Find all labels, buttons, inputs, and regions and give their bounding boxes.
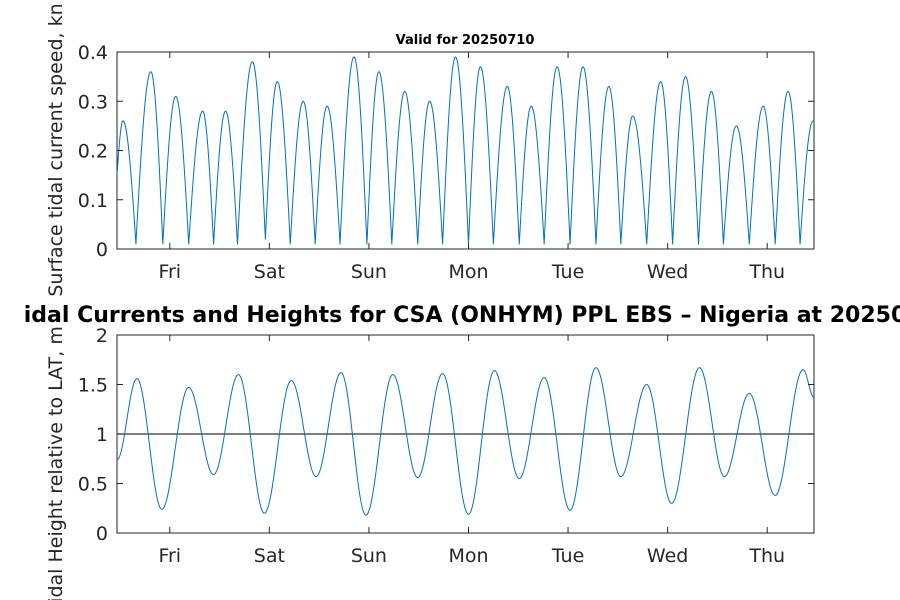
current-speed-y-tick-label: 0.1: [78, 190, 108, 212]
current-speed-x-tick-label: Sun: [351, 261, 387, 283]
tidal-height-x-tick-label: Tue: [551, 545, 584, 567]
tidal-height-x-tick-label: Sat: [254, 545, 285, 567]
tidal-height-series-layer: [116, 367, 815, 516]
current-speed-series-line: [116, 56, 815, 245]
current-speed-y-tick-label: 0.4: [78, 42, 108, 64]
current-speed-x-tick-label: Wed: [647, 261, 688, 283]
tidal-height-y-tick-label: 1.5: [78, 375, 108, 397]
current-speed-x-tick-label: Mon: [448, 261, 488, 283]
tidal-height-y-tick-label: 1: [96, 424, 108, 446]
current-speed-y-tick-label: 0.3: [78, 91, 108, 113]
tidal-height-series-line: [116, 367, 815, 516]
current-speed-y-tick-label: 0.2: [78, 141, 108, 163]
main-chart-title: idal Currents and Heights for CSA (ONHYM…: [24, 303, 900, 328]
current-speed-series-layer: [116, 56, 815, 245]
tidal-height-panel: 0 0.5 1 1.5 2 Fri Sat Sun Mon Tue Wed Thu Tidal Hei…: [45, 325, 815, 600]
current-speed-y-axis-label: Surface tidal current speed, kn: [45, 3, 67, 296]
tidal-height-axis-layer: 0 0.5 1 1.5 2 Fri Sat Sun Mon Tue Wed Thu: [78, 325, 814, 567]
tidal-height-y-axis-label: Tidal Height relative to LAT, m: [45, 326, 67, 600]
tidal-height-x-tick-label: Thu: [748, 545, 785, 567]
tidal-height-x-tick-label: Fri: [158, 545, 181, 567]
tidal-height-x-tick-label: Sun: [351, 545, 387, 567]
tidal-height-y-tick-label: 0: [96, 523, 108, 545]
current-speed-panel: 0 0.1 0.2 0.3 0.4 Fri Sat Sun Mon Tue Wed Thu Valid…: [45, 3, 815, 297]
tidal-height-x-tick-label: Mon: [448, 545, 488, 567]
current-speed-x-tick-label: Tue: [551, 261, 584, 283]
current-speed-x-tick-label: Fri: [158, 261, 181, 283]
current-speed-axes-box: [116, 51, 815, 250]
current-speed-x-tick-label: Thu: [748, 261, 785, 283]
tidal-height-y-tick-label: 0.5: [78, 474, 108, 496]
current-speed-axis-layer: 0 0.1 0.2 0.3 0.4 Fri Sat Sun Mon Tue Wed Thu: [78, 42, 814, 283]
current-speed-x-tick-label: Sat: [254, 261, 285, 283]
tidal-height-x-tick-label: Wed: [647, 545, 688, 567]
tidal-height-y-tick-label: 2: [96, 325, 108, 347]
current-speed-y-tick-label: 0: [96, 239, 108, 261]
top-chart-title: Valid for 20250710: [396, 33, 535, 48]
